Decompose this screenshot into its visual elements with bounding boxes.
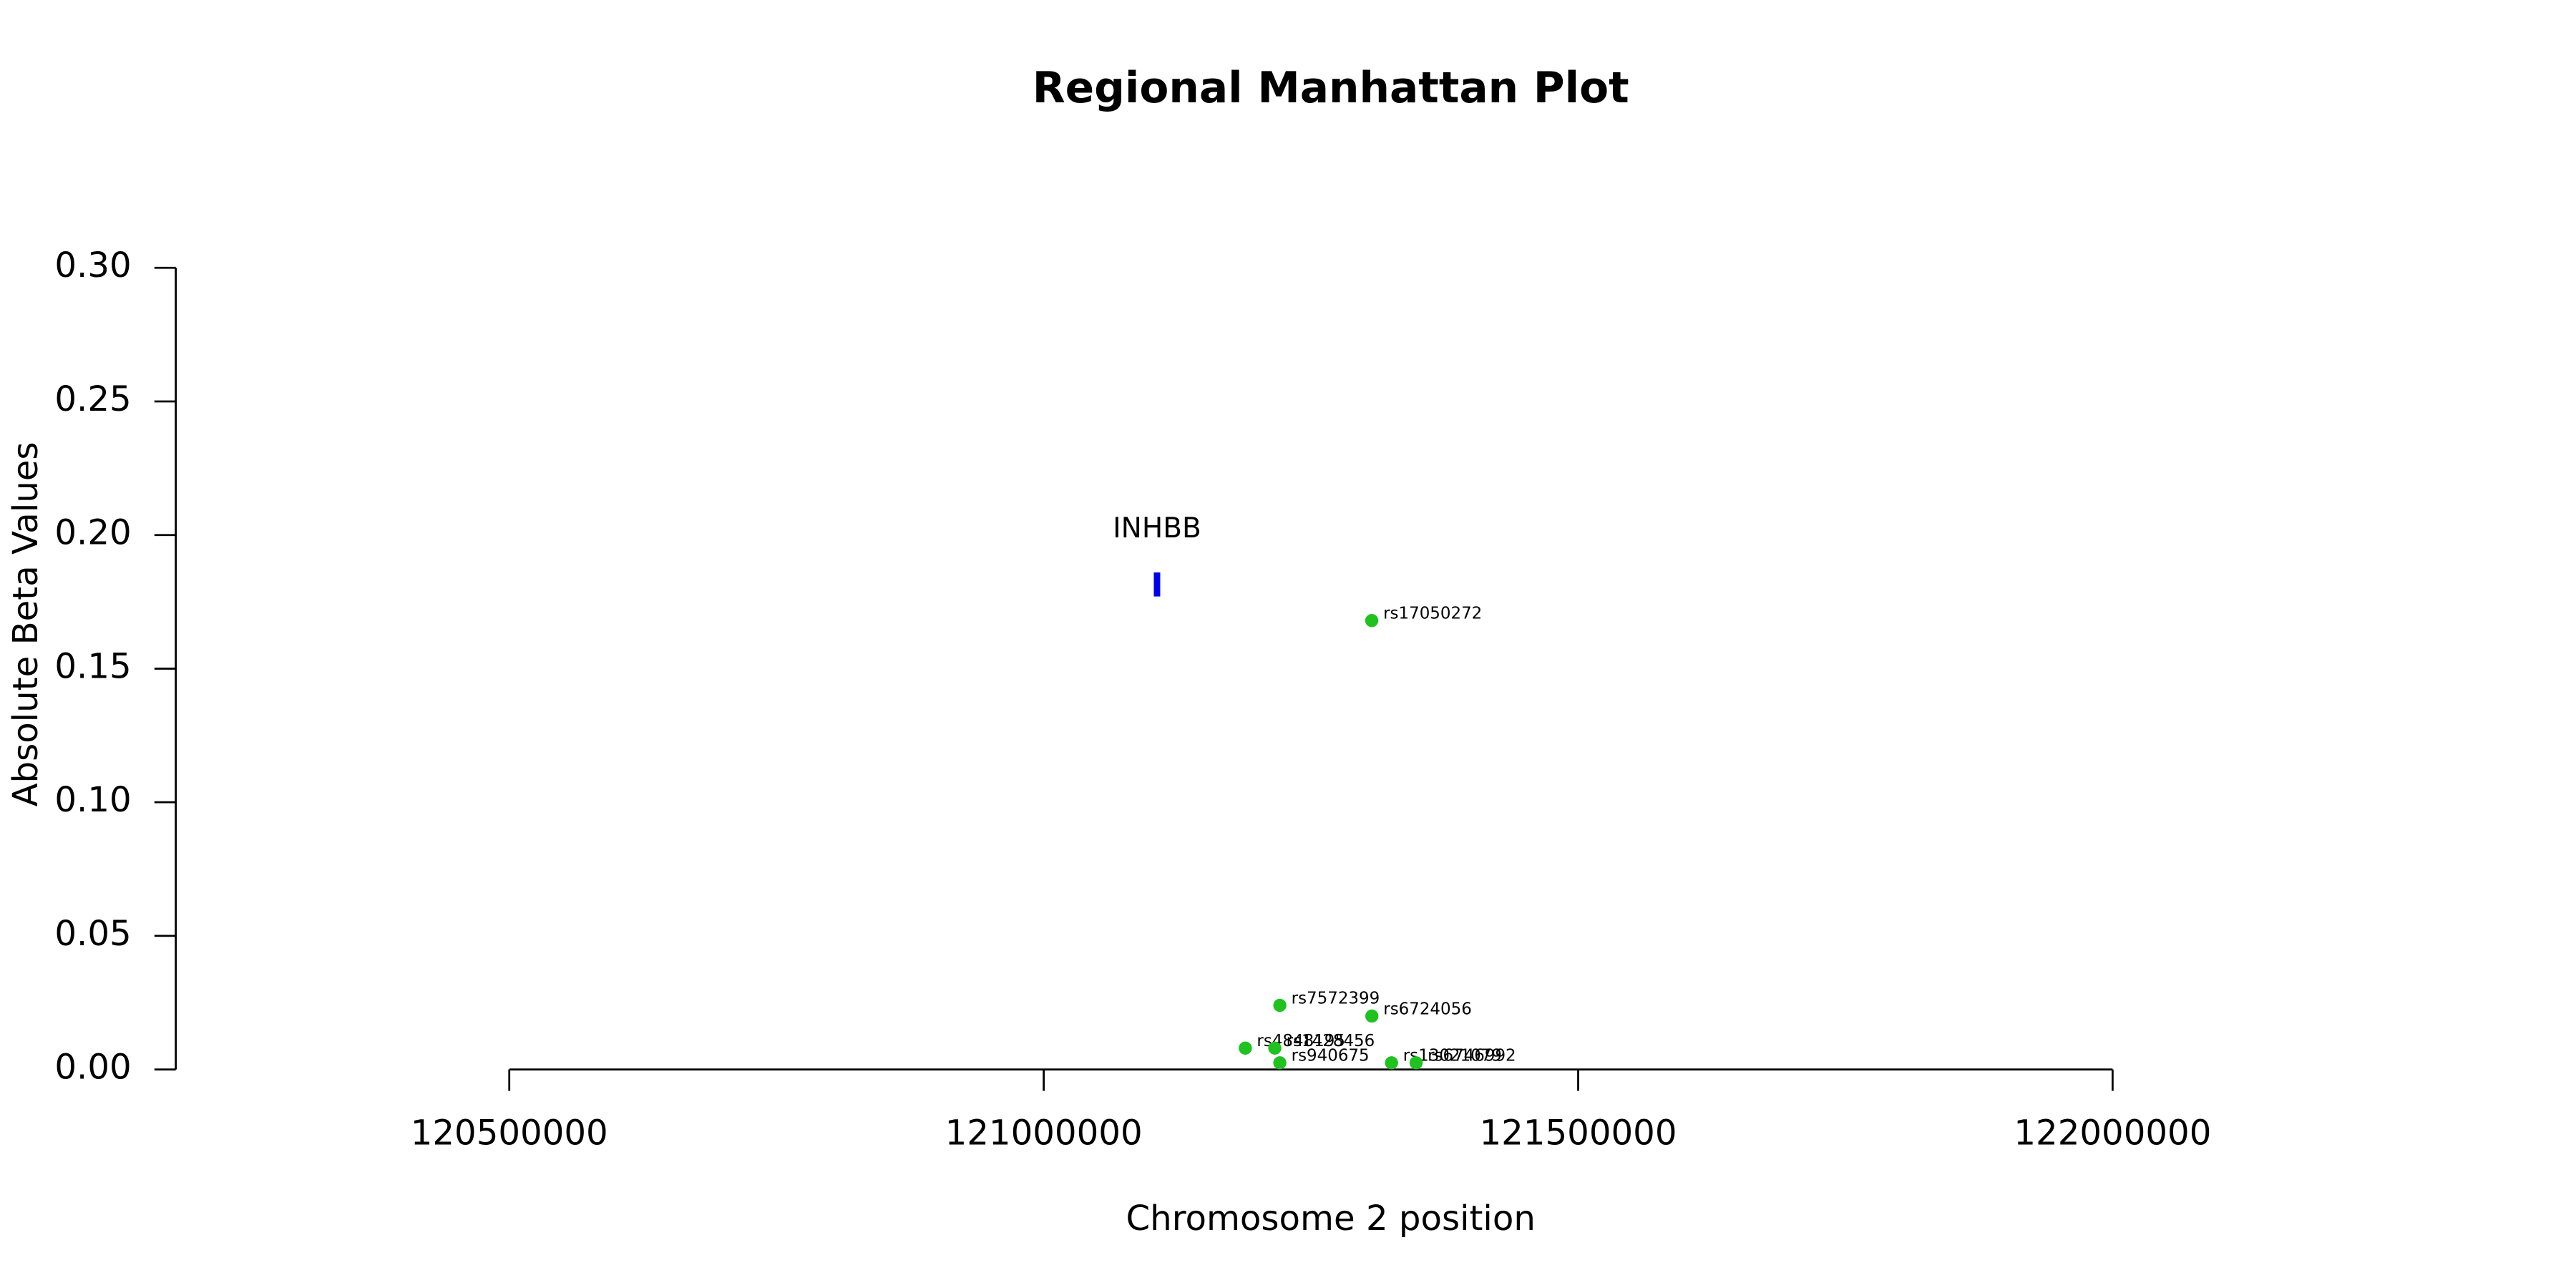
snp-point bbox=[1268, 1041, 1282, 1055]
snp-label: rs17050272 bbox=[1383, 605, 1482, 623]
y-tick-label: 0.20 bbox=[54, 513, 131, 553]
snp-label: rs6746992 bbox=[1428, 1047, 1516, 1065]
snp-label: rs7572399 bbox=[1292, 989, 1380, 1008]
x-axis-label: Chromosome 2 position bbox=[1126, 1199, 1536, 1239]
snp-point bbox=[1273, 998, 1287, 1013]
snp-label: rs1428456 bbox=[1287, 1032, 1375, 1050]
y-tick-label: 0.30 bbox=[54, 245, 131, 286]
gene-label: INHBB bbox=[1113, 512, 1201, 545]
y-tick-label: 0.10 bbox=[54, 780, 131, 820]
x-tick-label: 121000000 bbox=[945, 1113, 1143, 1153]
chart-title: Regional Manhattan Plot bbox=[1033, 64, 1629, 113]
x-tick-label: 122000000 bbox=[2014, 1113, 2211, 1153]
snp-label: rs940675 bbox=[1292, 1047, 1370, 1065]
y-tick-label: 0.15 bbox=[54, 646, 131, 686]
snp-point bbox=[1409, 1056, 1423, 1070]
y-tick-label: 0.25 bbox=[54, 379, 131, 419]
x-tick-label: 121500000 bbox=[1479, 1113, 1677, 1153]
snp-point bbox=[1273, 1056, 1287, 1070]
snp-point bbox=[1365, 614, 1379, 628]
snp-point bbox=[1385, 1056, 1398, 1070]
snp-label: rs6724056 bbox=[1383, 1000, 1472, 1018]
y-tick-label: 0.00 bbox=[54, 1048, 131, 1088]
snp-point bbox=[1239, 1041, 1252, 1055]
y-tick-label: 0.05 bbox=[54, 914, 131, 954]
y-axis-label: Absolute Beta Values bbox=[6, 441, 46, 806]
snp-point bbox=[1365, 1009, 1379, 1023]
gene-bar bbox=[1153, 572, 1161, 597]
x-tick-label: 120500000 bbox=[411, 1113, 608, 1153]
